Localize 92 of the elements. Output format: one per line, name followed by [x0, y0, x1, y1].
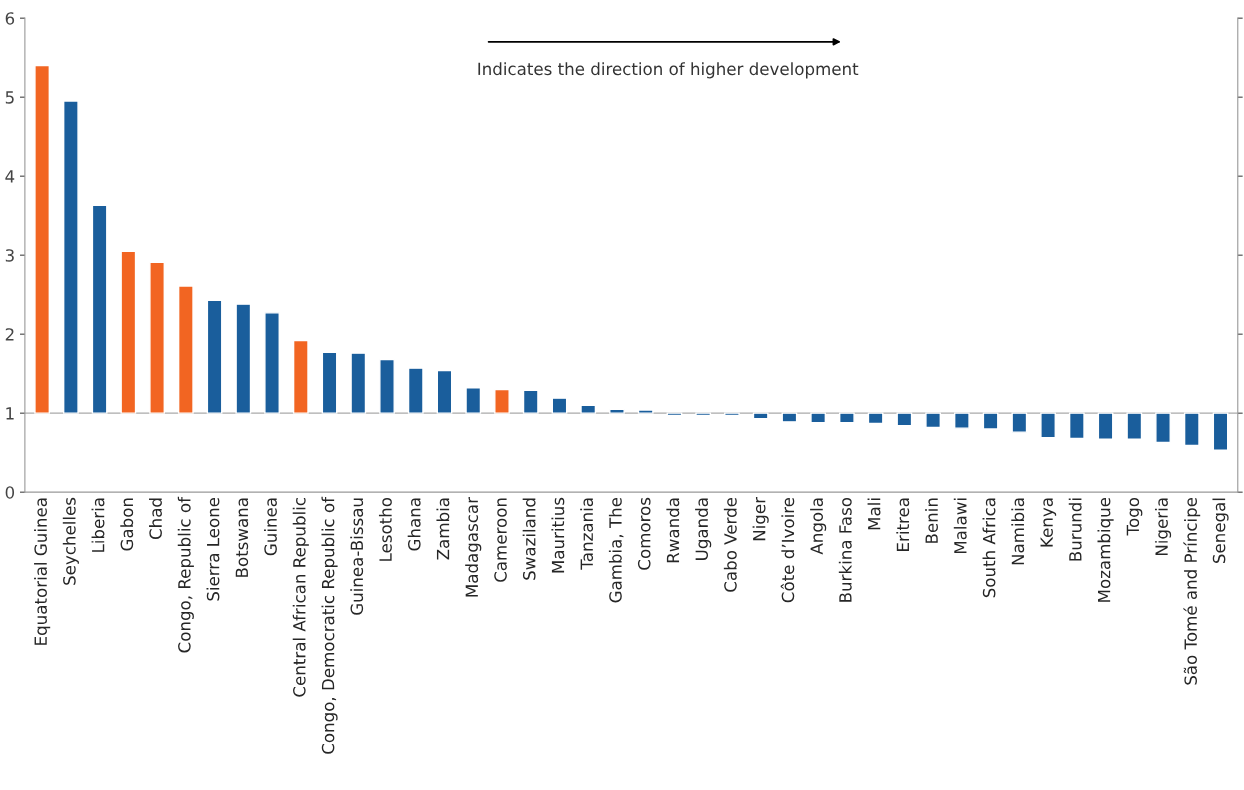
bar	[206, 299, 223, 414]
y-tick-label: 5	[5, 91, 14, 104]
bar	[810, 412, 827, 424]
x-tick-label: Senegal	[1212, 498, 1229, 564]
y-tick-label: 2	[5, 328, 14, 341]
bar	[292, 339, 309, 414]
x-tick-label: Rwanda	[666, 498, 680, 563]
x-tick-label: Eritrea	[896, 498, 910, 551]
x-tick-label: Seychelles	[62, 497, 79, 585]
x-tick-label: Angola	[810, 498, 827, 555]
bar	[1040, 412, 1056, 439]
x-tick-label: Guinea	[263, 498, 277, 556]
bar	[637, 409, 654, 414]
annotation: Indicates the direction of higher development	[478, 62, 859, 79]
bar	[724, 412, 740, 417]
x-tick-label: Botswana	[235, 498, 249, 577]
bar	[1011, 412, 1028, 433]
bar	[953, 412, 970, 429]
x-tick-label: Tanzania	[580, 498, 594, 570]
x-tick-label: Comoros	[637, 497, 651, 570]
x-tick-label: Benin	[925, 498, 938, 543]
x-tick-label: Lesotho	[378, 497, 392, 561]
bar	[551, 397, 568, 414]
x-tick-label: Mali	[867, 498, 881, 530]
x-tick-label: Namibia	[1011, 498, 1025, 565]
bar	[580, 404, 597, 414]
bar	[1068, 412, 1085, 440]
bar	[1097, 412, 1114, 440]
x-tick-label: Congo, Democratic Republic of	[321, 496, 338, 754]
x-tick-label: Swaziland	[522, 498, 536, 580]
y-tick-label: 3	[5, 249, 14, 262]
x-tick-label: Chad	[149, 498, 162, 540]
bar	[695, 412, 712, 417]
bar	[91, 204, 108, 414]
y-tick-label: 0	[5, 486, 15, 499]
bar	[177, 285, 194, 414]
bar	[1155, 412, 1171, 444]
x-tick-label: Malawi	[953, 498, 967, 554]
x-tick-label: Zambia	[436, 498, 450, 560]
bar	[321, 351, 338, 414]
x-tick-label: Gabon	[120, 498, 134, 551]
x-tick-label: Togo	[1126, 497, 1143, 536]
x-tick-label: Cameroon	[494, 498, 507, 582]
bar	[925, 412, 941, 429]
x-tick-label: Uganda	[695, 498, 712, 560]
x-tick-label: Nigeria	[1154, 498, 1172, 556]
bar	[465, 387, 482, 414]
x-tick-label: Guinea-Bissau	[350, 498, 364, 615]
y-tick-label: 4	[5, 170, 15, 183]
bar	[379, 358, 395, 414]
x-tick-label: Madagascar	[465, 497, 482, 597]
bar	[350, 352, 367, 414]
x-tick-label: Gambia, The	[608, 497, 624, 603]
y-tick-label: 1	[6, 407, 14, 420]
bar	[264, 312, 280, 414]
bar	[522, 389, 539, 414]
x-tick-label: Côte d’Ivoire	[780, 497, 795, 603]
x-tick-label: Burkina Faso	[838, 497, 852, 602]
bar	[1126, 412, 1143, 440]
bar	[982, 412, 999, 430]
bar	[34, 64, 51, 414]
bar	[120, 250, 137, 414]
x-tick-label: Equatorial Guinea	[34, 498, 51, 645]
bar	[609, 408, 625, 414]
x-tick-label: Mauritius	[551, 497, 565, 573]
bar	[494, 388, 510, 414]
x-tick-label: Ghana	[407, 498, 421, 551]
bar	[436, 369, 453, 414]
bar	[839, 412, 855, 424]
x-tick-label: South Africa	[982, 498, 996, 598]
y-tick-label: 6	[5, 12, 15, 25]
bar	[62, 100, 79, 414]
bar	[407, 367, 424, 414]
bar	[896, 412, 913, 427]
x-tick-label: Niger	[752, 497, 769, 541]
x-tick-label: Mozambique	[1097, 497, 1114, 602]
x-tick-label: Sierra Leone	[206, 497, 220, 601]
bar	[1212, 412, 1229, 451]
x-tick-label: São Tomé and Príncipe	[1183, 497, 1201, 685]
x-tick-label: Kenya	[1040, 498, 1057, 547]
x-tick-label: Liberia	[91, 498, 105, 552]
bar	[781, 412, 798, 423]
x-tick-label: Congo, Republic of	[177, 496, 194, 653]
x-tick-label: Central African Republic	[292, 498, 309, 697]
x-tick-label: Cabo Verde	[723, 497, 737, 592]
bar	[149, 261, 165, 414]
bar	[867, 412, 884, 425]
bar	[235, 303, 252, 414]
bar	[666, 412, 683, 417]
bar	[752, 412, 769, 420]
x-tick-label: Burundi	[1068, 498, 1082, 561]
bar	[1183, 412, 1200, 447]
